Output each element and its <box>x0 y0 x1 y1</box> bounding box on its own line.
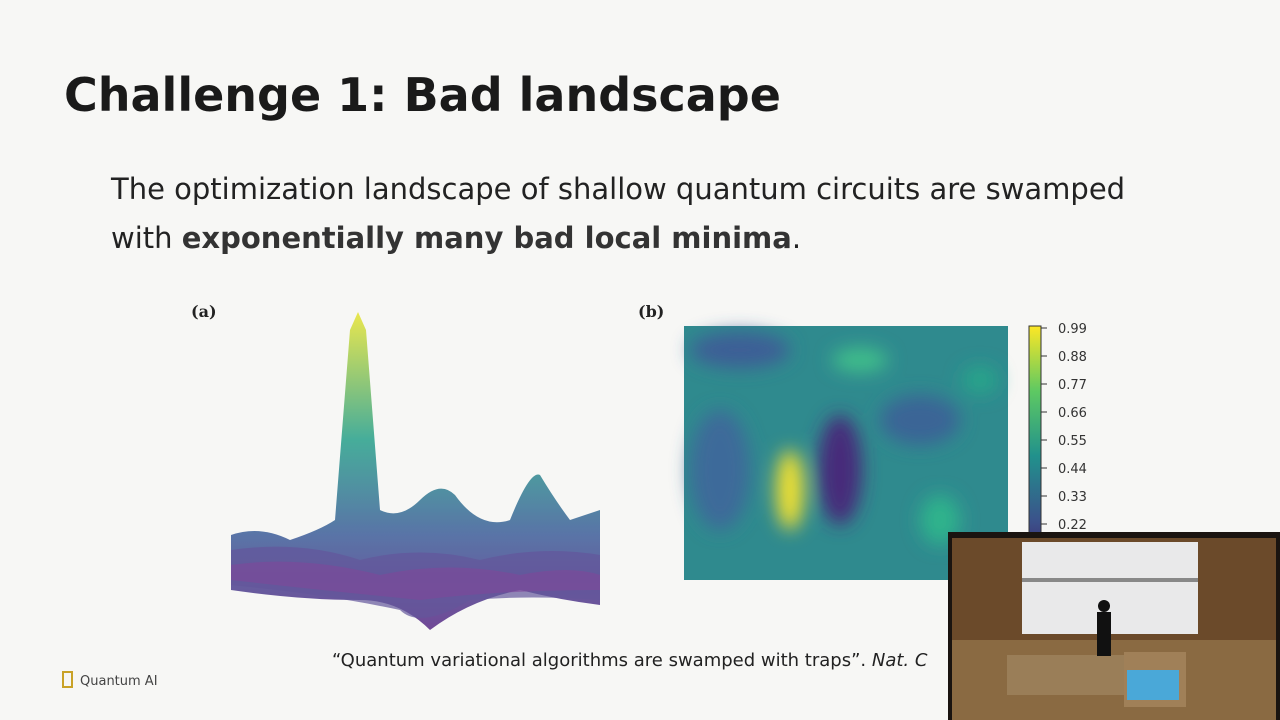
body-emphasis: exponentially many bad local minima <box>181 221 792 255</box>
colorbar-tick-label: 0.99 <box>1058 322 1087 337</box>
figure-label: (a) <box>191 302 217 321</box>
logo-icon <box>62 671 73 688</box>
colorbar-tick-label: 0.66 <box>1058 406 1087 421</box>
body-text: with <box>111 221 173 255</box>
colorbar-tick-label: 0.88 <box>1058 350 1087 365</box>
body-text: . <box>791 221 802 255</box>
colorbar-tick-label: 0.22 <box>1058 518 1087 533</box>
colorbar-tick-label: 0.77 <box>1058 378 1087 393</box>
colorbar-tick-label: 0.33 <box>1058 490 1087 505</box>
body-line: with exponentially many bad local minima… <box>111 221 801 255</box>
body-line: The optimization landscape of shallow qu… <box>111 172 1126 206</box>
surface-plot <box>231 312 600 630</box>
citation-text: “Quantum variational algorithms are swam… <box>332 650 867 671</box>
citation-journal: Nat. C <box>871 650 928 671</box>
video-inset <box>948 532 1280 720</box>
figure-label: (b) <box>638 302 665 321</box>
logo-text: Quantum AI <box>80 674 158 689</box>
colorbar-tick-label: 0.55 <box>1058 434 1087 449</box>
slide-title: Challenge 1: Bad landscape <box>64 68 781 122</box>
heatmap <box>684 326 1008 580</box>
colorbar-tick-label: 0.44 <box>1058 462 1087 477</box>
citation: “Quantum variational algorithms are swam… <box>332 650 927 671</box>
